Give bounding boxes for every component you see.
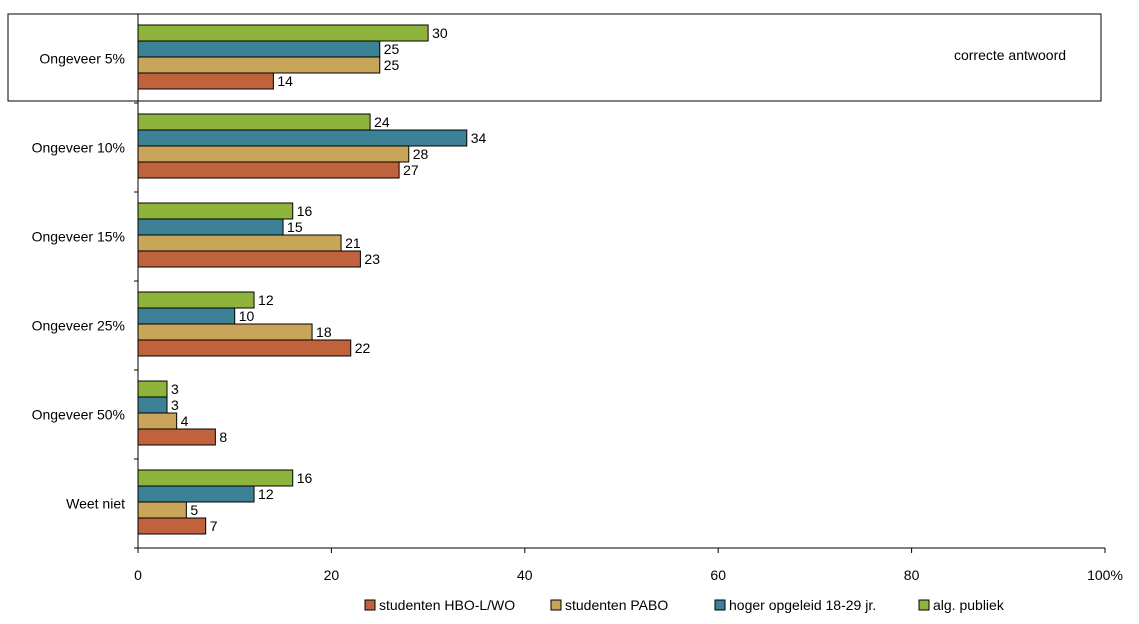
bar-ongeveer-5-alg-publiek — [137, 24, 429, 42]
data-label-ongeveer-15-studenten-hbo-l-wo: 23 — [364, 251, 380, 267]
bar-weet-niet-studenten-hbo-l-wo — [137, 517, 207, 535]
x-tick-label-4: 80 — [904, 567, 920, 583]
data-label-ongeveer-50-studenten-hbo-l-wo: 8 — [219, 429, 227, 445]
data-label-weet-niet-hoger-opgeleid-18-29-jr: 12 — [258, 486, 274, 502]
legend-swatch-hoger-opgeleid-18-29-jr — [714, 599, 726, 611]
bar-ongeveer-5-studenten-pabo — [137, 56, 381, 74]
bar-ongeveer-50-hoger-opgeleid-18-29-jr — [137, 396, 168, 414]
category-label-ongeveer-10: Ongeveer 10% — [32, 140, 125, 156]
bar-weet-niet-hoger-opgeleid-18-29-jr — [137, 485, 255, 503]
bar-ongeveer-50-alg-publiek — [137, 380, 168, 398]
x-tick-label-3: 60 — [710, 567, 726, 583]
data-label-ongeveer-10-studenten-hbo-l-wo: 27 — [403, 162, 419, 178]
legend-label-alg-publiek: alg. publiek — [933, 597, 1005, 613]
x-tick-label-1: 20 — [324, 567, 340, 583]
bar-ongeveer-50-studenten-pabo — [137, 412, 178, 430]
bar-ongeveer-50-studenten-hbo-l-wo — [137, 428, 216, 446]
bar-ongeveer-25-hoger-opgeleid-18-29-jr — [137, 307, 236, 325]
legend-swatch-alg-publiek — [918, 599, 930, 611]
data-label-ongeveer-15-hoger-opgeleid-18-29-jr: 15 — [287, 219, 303, 235]
bar-ongeveer-10-alg-publiek — [137, 113, 371, 131]
bar-ongeveer-10-studenten-hbo-l-wo — [137, 161, 400, 179]
legend-label-studenten-hbo-l-wo: studenten HBO-L/WO — [379, 597, 515, 613]
data-label-ongeveer-10-hoger-opgeleid-18-29-jr: 34 — [471, 130, 487, 146]
data-label-ongeveer-5-studenten-hbo-l-wo: 14 — [277, 73, 293, 89]
data-label-ongeveer-25-studenten-hbo-l-wo: 22 — [355, 340, 371, 356]
bar-ongeveer-15-studenten-pabo — [137, 234, 342, 252]
category-label-ongeveer-25: Ongeveer 25% — [32, 318, 125, 334]
category-label-ongeveer-15: Ongeveer 15% — [32, 229, 125, 245]
legend: studenten HBO-L/WO studenten PABO hoger op… — [364, 597, 1005, 613]
bar-ongeveer-5-studenten-hbo-l-wo — [137, 72, 274, 90]
data-label-weet-niet-studenten-pabo: 5 — [190, 502, 198, 518]
bar-weet-niet-alg-publiek — [137, 469, 294, 487]
data-label-ongeveer-10-alg-publiek: 24 — [374, 114, 390, 130]
bar-ongeveer-10-hoger-opgeleid-18-29-jr — [137, 129, 468, 147]
category-label-ongeveer-5: Ongeveer 5% — [39, 51, 125, 67]
data-label-weet-niet-studenten-hbo-l-wo: 7 — [210, 518, 218, 534]
bar-ongeveer-25-studenten-pabo — [137, 323, 313, 341]
bar-ongeveer-15-alg-publiek — [137, 202, 294, 220]
data-label-ongeveer-50-hoger-opgeleid-18-29-jr: 3 — [171, 397, 179, 413]
data-label-ongeveer-15-studenten-pabo: 21 — [345, 235, 361, 251]
legend-label-studenten-pabo: studenten PABO — [565, 597, 668, 613]
data-label-ongeveer-50-alg-publiek: 3 — [171, 381, 179, 397]
data-label-ongeveer-5-hoger-opgeleid-18-29-jr: 25 — [384, 41, 400, 57]
data-label-ongeveer-25-studenten-pabo: 18 — [316, 324, 332, 340]
x-tick-label-2: 40 — [517, 567, 533, 583]
x-tick-label-5: 100% — [1087, 567, 1123, 583]
bar-ongeveer-15-studenten-hbo-l-wo — [137, 250, 361, 268]
data-label-ongeveer-25-hoger-opgeleid-18-29-jr: 10 — [239, 308, 255, 324]
legend-swatch-studenten-hbo-l-wo — [364, 599, 376, 611]
axes: Ongeveer 5% Ongeveer 10% Ongeveer 15% Ongev… — [32, 13, 1123, 583]
data-label-ongeveer-15-alg-publiek: 16 — [297, 203, 313, 219]
correct-answer-box — [7, 13, 1102, 102]
bar-ongeveer-10-studenten-pabo — [137, 145, 410, 163]
data-label-weet-niet-alg-publiek: 16 — [297, 470, 313, 486]
legend-swatch-studenten-pabo — [550, 599, 562, 611]
category-label-ongeveer-50: Ongeveer 50% — [32, 407, 125, 423]
legend-label-hoger-opgeleid-18-29-jr: hoger opgeleid 18-29 jr. — [729, 597, 876, 613]
x-tick-label-0: 0 — [134, 567, 142, 583]
category-label-weet-niet: Weet niet — [66, 496, 125, 512]
bar-ongeveer-15-hoger-opgeleid-18-29-jr — [137, 218, 284, 236]
bar-ongeveer-25-alg-publiek — [137, 291, 255, 309]
correct-answer-annotation: correcte antwoord — [954, 47, 1066, 63]
data-label-ongeveer-50-studenten-pabo: 4 — [181, 413, 189, 429]
bar-ongeveer-25-studenten-hbo-l-wo — [137, 339, 352, 357]
data-label-ongeveer-25-alg-publiek: 12 — [258, 292, 274, 308]
data-label-ongeveer-5-studenten-pabo: 25 — [384, 57, 400, 73]
bar-ongeveer-5-hoger-opgeleid-18-29-jr — [137, 40, 381, 58]
data-label-ongeveer-10-studenten-pabo: 28 — [413, 146, 429, 162]
bar-weet-niet-studenten-pabo — [137, 501, 187, 519]
data-label-ongeveer-5-alg-publiek: 30 — [432, 25, 448, 41]
